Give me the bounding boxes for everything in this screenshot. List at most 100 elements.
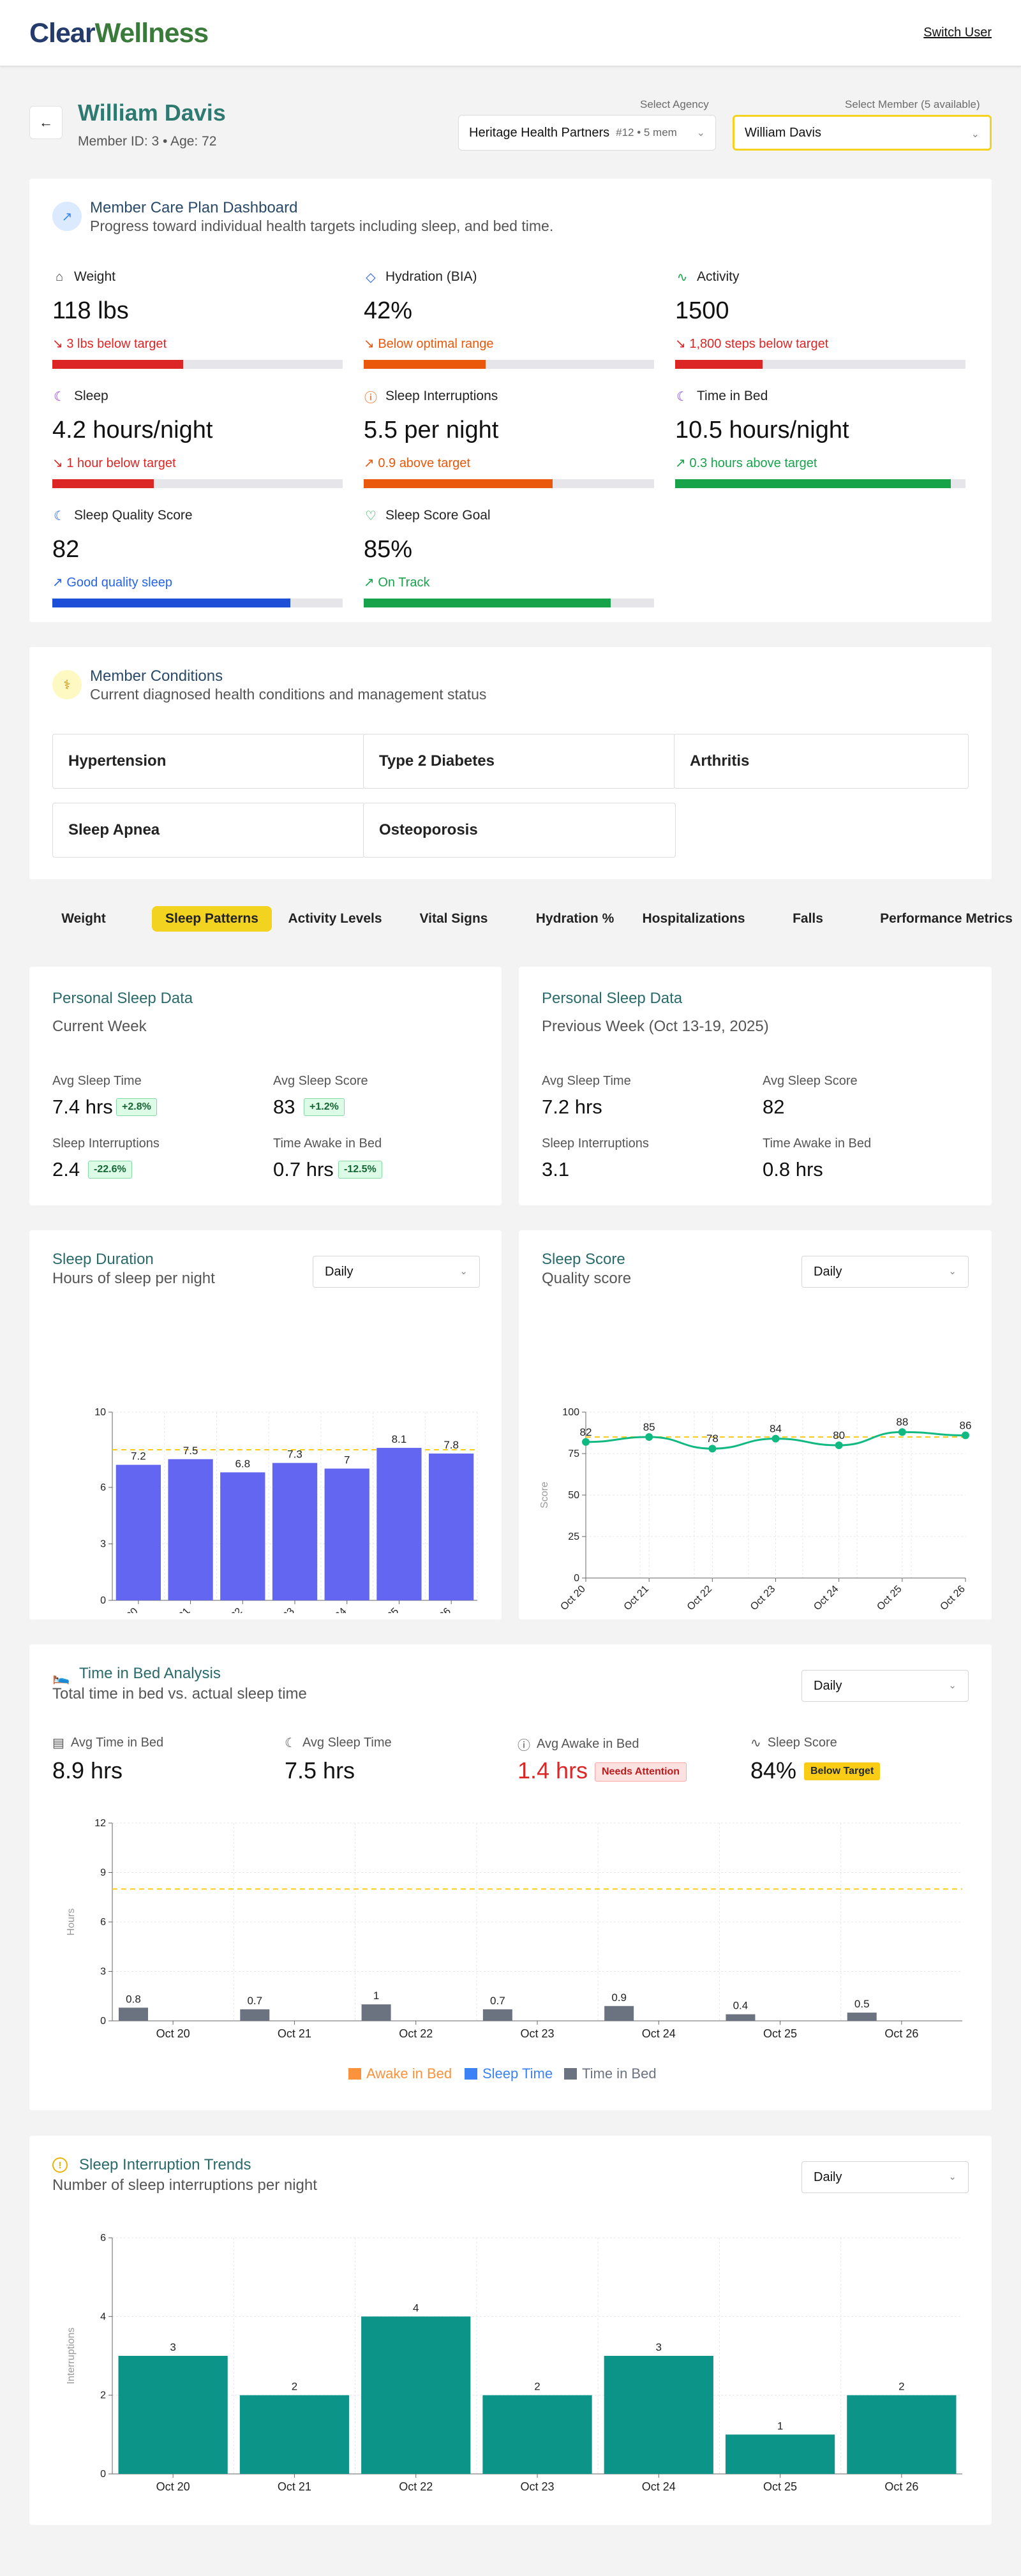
condition-hypertension[interactable]: Hypertension (52, 734, 365, 789)
metric-activity: ∿ Activity 1500 ↘ 1,800 steps below target (675, 268, 965, 376)
bar-awake-in-bed (361, 2004, 391, 2021)
time-in-bed-title: Time in Bed Analysis (79, 1665, 221, 1682)
moon-icon: ☾ (54, 389, 65, 404)
bar-sleep-duration (168, 1459, 213, 1600)
stat-value: 1.4 hrs (518, 1757, 588, 1783)
metric-note-text: Good quality sleep (66, 576, 172, 590)
bar-value-label: 7.2 (131, 1450, 146, 1463)
stat-label: ▤ Avg Time in Bed (52, 1735, 163, 1751)
stat-label: Sleep Interruptions (52, 1136, 160, 1150)
x-tick-label: Oct 26 (938, 1584, 967, 1612)
period-dropdown[interactable]: Daily ⌄ (801, 2161, 969, 2193)
metric-progress-track (675, 479, 965, 488)
agency-select[interactable]: Heritage Health Partners #12 • 5 mem ⌄ (458, 115, 716, 151)
stat-value: 0.7 hrs (273, 1158, 334, 1180)
bar-sleep-duration (324, 1468, 369, 1600)
alert-circle-icon: ⓘ (518, 1739, 530, 1753)
bar-sleep-duration (376, 1448, 422, 1600)
bar-interruptions (118, 2356, 228, 2474)
bar-interruptions (725, 2434, 835, 2474)
legend-label: Sleep Time (482, 2066, 553, 2081)
bar-value-label: 0.5 (854, 1998, 870, 2010)
metric-note-text: 0.9 above target (378, 456, 470, 470)
sleep-duration-card: Sleep Duration Hours of sleep per night … (29, 1230, 502, 1619)
bar-sleep-duration (116, 1464, 161, 1600)
stat-label: ∿ Sleep Score (750, 1735, 837, 1751)
activity-icon: ∿ (750, 1736, 761, 1750)
bar-value-label: 3 (170, 2341, 175, 2353)
bar-value-label: 7.8 (443, 1439, 459, 1451)
y-tick-label: 6 (100, 1482, 106, 1493)
metric-note-text: 0.3 hours above target (689, 456, 817, 470)
switch-user-link[interactable]: Switch User (923, 26, 992, 40)
tab-falls[interactable]: Falls (793, 911, 823, 926)
metric-note-text: 3 lbs below target (66, 337, 167, 351)
tab-performance-metrics[interactable]: Performance Metrics (880, 911, 1013, 926)
y-tick-label: 2 (100, 2390, 106, 2401)
stat-label-text: Avg Sleep Time (302, 1736, 392, 1750)
back-button[interactable]: ← (29, 106, 63, 139)
stat-value: 7.5 hrs (285, 1757, 355, 1783)
y-tick-label: 0 (100, 2016, 106, 2027)
y-tick-label: 0 (100, 2469, 106, 2480)
metric-value: 5.5 per night (364, 417, 499, 443)
tab-weight[interactable]: Weight (61, 911, 106, 926)
stat-label: Sleep Interruptions (542, 1136, 649, 1150)
period-dropdown[interactable]: Daily ⌄ (801, 1670, 969, 1702)
point-value-label: 82 (580, 1426, 592, 1438)
metric-hydration-bia: ◇ Hydration (BIA) 42% ↘ Below optimal range (364, 268, 654, 376)
metric-sleep: ☾ Sleep 4.2 hours/night ↘ 1 hour below targ… (52, 387, 343, 496)
point-sleep-score (962, 1431, 969, 1440)
period-dropdown-value: Daily (814, 1678, 842, 1693)
condition-osteoporosis[interactable]: Osteoporosis (363, 803, 676, 858)
tab-activity-levels[interactable]: Activity Levels (288, 911, 382, 926)
bar-value-label: 7 (344, 1454, 350, 1466)
metric-header: ◇ Hydration (BIA) (364, 268, 654, 286)
bar-value-label: 8.1 (392, 1433, 407, 1445)
metric-progress-track (364, 360, 654, 369)
member-select[interactable]: William Davis ⌄ (733, 115, 992, 151)
period-dropdown[interactable]: Daily ⌄ (313, 1256, 480, 1288)
bar-value-label: 3 (656, 2341, 662, 2353)
condition-arthritis[interactable]: Arthritis (674, 734, 969, 789)
stat-label: Avg Sleep Score (273, 1074, 368, 1088)
tab-hydration[interactable]: Hydration % (535, 911, 615, 926)
sleep-current-week-card: Personal Sleep Data Current Week Avg Sle… (29, 967, 502, 1205)
metric-label: Hydration (BIA) (385, 269, 477, 284)
x-tick-label: Oct 23 (267, 1606, 296, 1613)
point-sleep-score (771, 1434, 780, 1443)
app-logo[interactable]: ClearWellness (29, 18, 209, 49)
chevron-down-icon: ⌄ (948, 1680, 957, 1691)
x-tick-label: Oct 24 (320, 1606, 348, 1613)
stat-value: 84% (750, 1757, 797, 1783)
bar-awake-in-bed (604, 2006, 634, 2021)
metric-note-text: 1,800 steps below target (689, 337, 829, 351)
legend-swatch (348, 2068, 361, 2080)
tab-sleep-patterns[interactable]: Sleep Patterns (152, 906, 272, 932)
x-tick-label: Oct 20 (111, 1606, 140, 1613)
metric-label: Sleep Quality Score (74, 508, 193, 523)
condition-sleep-apnea[interactable]: Sleep Apnea (52, 803, 365, 858)
bar-sleep-duration (429, 1453, 474, 1600)
bar-value-label: 0.8 (126, 1993, 141, 2005)
tab-hospitalizations[interactable]: Hospitalizations (642, 911, 745, 926)
legend-label: Time in Bed (582, 2066, 657, 2081)
member-select-value: William Davis (745, 125, 821, 140)
period-dropdown[interactable]: Daily ⌄ (801, 1256, 969, 1288)
bar-value-label: 0.9 (611, 1992, 627, 2004)
x-tick-label: Oct 25 (763, 2027, 797, 2040)
change-badge: +2.8% (116, 1098, 157, 1116)
condition-type-2-diabetes[interactable]: Type 2 Diabetes (363, 734, 676, 789)
metric-tabs: Weight Sleep Patterns Activity Levels Vi… (29, 898, 1021, 934)
metric-value: 118 lbs (52, 297, 129, 324)
member-name: William Davis (78, 100, 226, 126)
x-tick-label: Oct 23 (520, 2480, 554, 2493)
tab-vital-signs[interactable]: Vital Signs (419, 911, 488, 926)
metric-sleep-score-goal: ♡ Sleep Score Goal 85% ↗ On Track (364, 507, 654, 615)
metric-label: Activity (697, 269, 740, 284)
metric-progress-fill (364, 479, 553, 488)
metric-note-text: Below optimal range (378, 337, 494, 351)
bar-value-label: 2 (898, 2381, 904, 2393)
change-badge: -12.5% (338, 1161, 382, 1179)
trend-down-icon: ↘ (52, 337, 63, 351)
